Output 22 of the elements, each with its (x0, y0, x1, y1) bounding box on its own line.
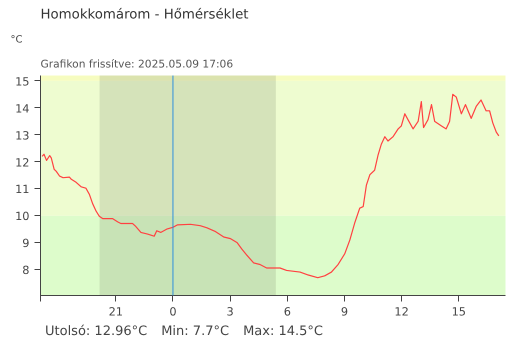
x-tick-label: 0 (169, 304, 177, 318)
y-tick-label: 10 (15, 209, 30, 224)
line-series (41, 94, 500, 278)
chart-title: Homokkomárom - Hőmérséklet (40, 8, 249, 22)
y-tick-label: 11 (15, 182, 30, 196)
x-tick-label: 21 (108, 304, 123, 318)
chart-subtitle: Grafikon frissítve: 2025.05.09 17:06 (40, 58, 234, 70)
y-tick-label: 8 (22, 263, 30, 278)
y-tick-label: 12 (15, 155, 30, 170)
x-tick-label: 9 (340, 304, 348, 318)
x-tick-label: 12 (394, 304, 409, 318)
text: Min: 7.7°C (161, 324, 230, 339)
y-tick-label: 15 (15, 74, 30, 88)
x-tick-label: 15 (452, 304, 466, 318)
text: Utolsó: 12.96°C (45, 324, 148, 339)
y-tick-label: 13 (15, 128, 30, 142)
y-tick-label: 14 (15, 101, 30, 116)
y-tick-label: 9 (22, 236, 30, 250)
x-tick-label: 6 (284, 304, 291, 318)
y-axis-title: °C (10, 34, 22, 46)
text: Max: 14.5°C (243, 324, 323, 339)
x-tick-label: 3 (226, 304, 234, 318)
